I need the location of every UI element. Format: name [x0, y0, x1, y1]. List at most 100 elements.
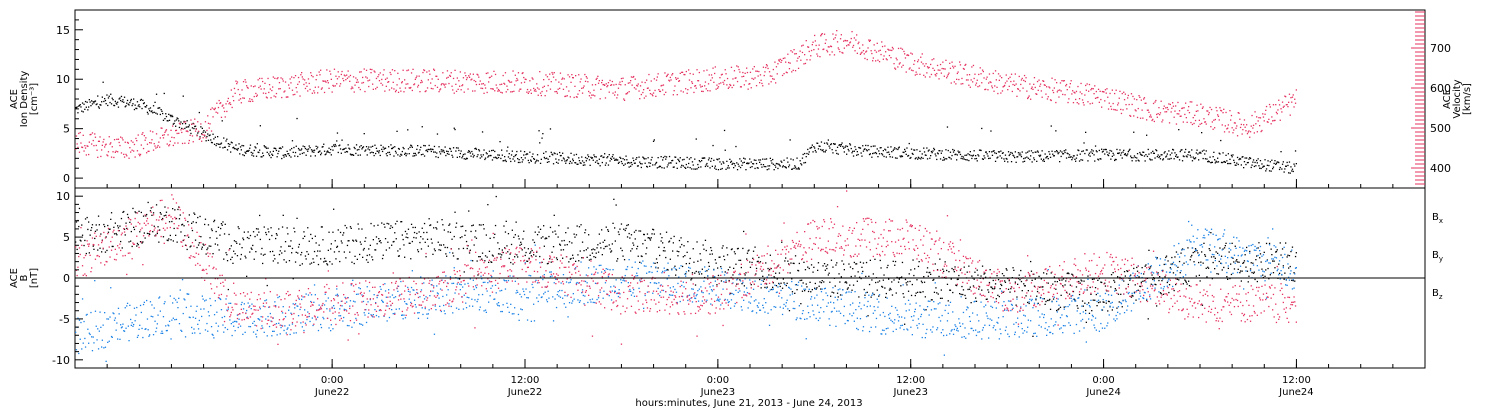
data-point	[343, 148, 345, 150]
data-point	[500, 91, 502, 93]
data-point	[388, 146, 390, 148]
data-point	[493, 236, 495, 239]
data-point	[689, 72, 691, 75]
data-point	[436, 75, 438, 77]
data-point	[416, 232, 418, 235]
data-point	[848, 150, 850, 152]
data-point	[224, 223, 226, 225]
data-point	[1114, 92, 1116, 95]
data-point	[840, 34, 842, 36]
data-point	[612, 222, 614, 224]
data-point	[220, 102, 222, 104]
data-point	[1085, 131, 1087, 133]
data-point	[328, 231, 330, 233]
data-point	[1094, 145, 1097, 147]
data-point	[988, 157, 990, 160]
data-point	[115, 102, 117, 104]
data-point	[828, 46, 830, 48]
data-point	[303, 231, 305, 233]
data-point	[724, 69, 726, 71]
data-point	[1132, 95, 1134, 98]
data-point	[119, 144, 121, 147]
data-point	[1097, 159, 1100, 161]
data-point	[97, 156, 99, 158]
data-point	[317, 151, 320, 153]
data-point	[443, 151, 445, 154]
data-point	[904, 278, 907, 281]
data-point	[885, 292, 887, 295]
data-point	[674, 156, 676, 158]
data-point	[1254, 278, 1256, 281]
data-point	[1270, 123, 1272, 125]
data-point	[520, 88, 522, 90]
data-point	[768, 274, 770, 276]
data-point	[239, 98, 242, 100]
data-point	[1155, 149, 1157, 151]
data-point	[1281, 163, 1284, 165]
data-point	[1075, 160, 1077, 162]
data-point	[845, 145, 847, 147]
data-point	[221, 316, 223, 319]
data-point	[457, 88, 459, 90]
data-point	[1161, 280, 1163, 282]
data-point	[1245, 163, 1247, 166]
data-point	[533, 158, 536, 160]
data-point	[532, 153, 534, 155]
data-point	[1167, 158, 1169, 160]
data-point	[288, 84, 290, 86]
data-point	[119, 97, 121, 99]
data-point	[534, 162, 536, 164]
data-point	[381, 78, 383, 81]
data-point	[130, 140, 132, 142]
data-point	[1077, 149, 1079, 151]
data-point	[630, 234, 633, 236]
data-point	[936, 292, 938, 294]
data-point	[1065, 280, 1067, 282]
data-point	[122, 99, 124, 101]
data-point	[201, 140, 203, 142]
data-point	[368, 146, 370, 148]
data-point	[720, 82, 722, 84]
data-point	[709, 253, 711, 255]
data-point	[614, 240, 616, 242]
data-point	[742, 162, 744, 164]
data-point	[600, 155, 602, 157]
data-point	[187, 221, 189, 223]
data-point	[949, 289, 952, 291]
data-point	[1174, 256, 1176, 258]
data-point	[1158, 107, 1160, 109]
data-point	[1240, 280, 1242, 282]
data-point	[1114, 159, 1116, 162]
data-point	[211, 229, 213, 232]
data-point	[814, 34, 816, 37]
data-point	[463, 271, 465, 273]
data-point	[850, 37, 852, 40]
data-point	[980, 73, 982, 75]
data-point	[547, 262, 549, 265]
data-point	[1091, 102, 1094, 104]
data-point	[973, 77, 975, 80]
data-point	[859, 261, 862, 263]
data-point	[1023, 160, 1026, 162]
data-point	[517, 72, 520, 74]
data-point	[623, 228, 625, 230]
data-point	[994, 70, 997, 72]
data-point	[721, 247, 723, 249]
data-point	[181, 123, 184, 125]
data-point	[234, 92, 236, 94]
data-point	[239, 93, 241, 96]
data-point	[1019, 279, 1021, 281]
data-point	[544, 95, 546, 97]
data-point	[671, 268, 673, 270]
data-point	[444, 86, 446, 88]
data-point	[1156, 257, 1158, 259]
data-point	[986, 76, 988, 78]
data-point	[549, 258, 551, 260]
data-point	[539, 92, 542, 94]
data-point	[498, 248, 500, 250]
data-point	[349, 153, 352, 155]
data-point	[712, 276, 714, 278]
data-point	[1279, 166, 1281, 169]
data-point	[1052, 155, 1055, 157]
data-point	[156, 113, 158, 115]
